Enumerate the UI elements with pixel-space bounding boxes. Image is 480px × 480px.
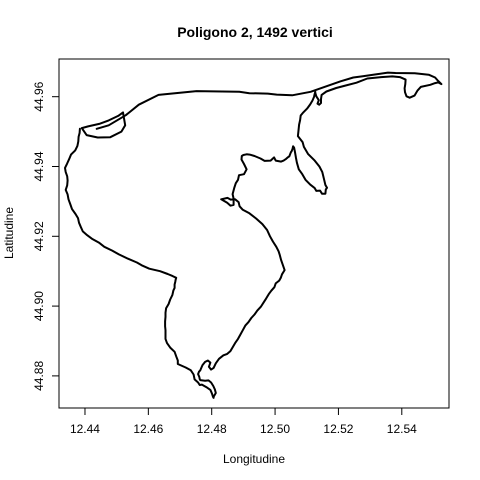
polygon-inner-outline (80, 111, 127, 139)
y-tick-label: 44.96 (32, 81, 46, 111)
x-tick-label: 12.44 (70, 422, 100, 436)
x-tick-label: 12.48 (197, 422, 227, 436)
polygon-outline (64, 71, 443, 399)
y-tick-label: 44.94 (32, 151, 46, 181)
chart-title: Poligono 2, 1492 vertici (177, 24, 333, 40)
x-tick-label: 12.50 (260, 422, 290, 436)
y-axis-label: Latitudine (2, 207, 16, 259)
y-tick-label: 44.90 (32, 291, 46, 321)
y-tick-label: 44.88 (32, 361, 46, 391)
x-axis: 12.44 12.46 12.48 12.50 12.52 12.54 (70, 407, 417, 436)
x-tick-label: 12.54 (387, 422, 417, 436)
y-tick-label: 44.92 (32, 221, 46, 251)
polygon-series (64, 71, 443, 399)
x-tick-label: 12.46 (133, 422, 163, 436)
x-axis-label: Longitudine (223, 452, 285, 466)
x-tick-label: 12.52 (323, 422, 353, 436)
y-axis: 44.88 44.90 44.92 44.94 44.96 (32, 81, 60, 391)
